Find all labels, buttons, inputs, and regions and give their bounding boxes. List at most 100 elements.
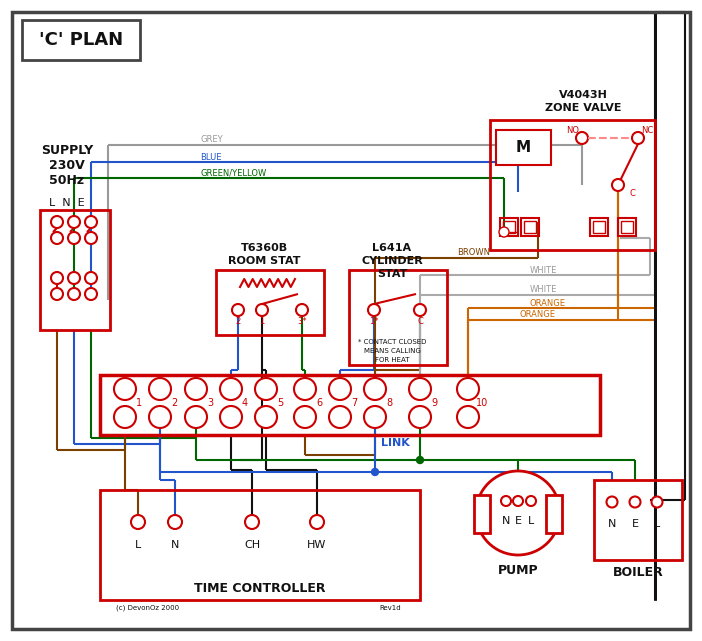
Bar (503, 221, 515, 233)
Circle shape (68, 232, 80, 244)
Text: V4043H: V4043H (559, 90, 607, 100)
Circle shape (114, 406, 136, 428)
Circle shape (185, 378, 207, 400)
Text: ROOM STAT: ROOM STAT (227, 256, 300, 266)
Bar (546, 495, 562, 533)
Circle shape (513, 496, 523, 506)
Text: 9: 9 (431, 398, 437, 408)
Circle shape (168, 515, 182, 529)
Text: 3*: 3* (297, 317, 307, 326)
Bar (521, 218, 539, 236)
Text: 50Hz: 50Hz (49, 174, 84, 187)
Circle shape (409, 378, 431, 400)
Text: ZONE VALVE: ZONE VALVE (545, 103, 621, 113)
Text: M: M (515, 140, 531, 154)
Bar (496, 130, 551, 165)
Text: 5: 5 (277, 398, 283, 408)
Text: SUPPLY: SUPPLY (41, 144, 93, 156)
Circle shape (364, 378, 386, 400)
Text: WHITE: WHITE (530, 265, 557, 274)
Circle shape (329, 378, 351, 400)
Circle shape (501, 496, 511, 506)
Circle shape (368, 304, 380, 316)
Circle shape (576, 132, 588, 144)
Text: BROWN: BROWN (457, 247, 490, 256)
Circle shape (232, 304, 244, 316)
Circle shape (632, 132, 644, 144)
Text: NC: NC (641, 126, 653, 135)
Circle shape (245, 515, 259, 529)
Circle shape (149, 378, 171, 400)
Bar (490, 120, 655, 250)
Circle shape (85, 216, 97, 228)
Circle shape (409, 406, 431, 428)
Text: TIME CONTROLLER: TIME CONTROLLER (194, 581, 326, 594)
Text: E: E (515, 516, 522, 526)
Text: 3: 3 (207, 398, 213, 408)
Text: N: N (171, 540, 179, 550)
Bar (100, 375, 600, 435)
Circle shape (294, 406, 316, 428)
Bar (474, 495, 490, 533)
Text: N: N (608, 519, 616, 529)
Text: 4: 4 (242, 398, 248, 408)
Circle shape (476, 471, 560, 555)
Text: N: N (502, 516, 510, 526)
Bar (500, 218, 518, 236)
Text: E: E (632, 519, 639, 529)
Bar (593, 221, 605, 233)
Circle shape (220, 406, 242, 428)
Circle shape (51, 232, 63, 244)
Circle shape (85, 272, 97, 284)
Circle shape (329, 406, 351, 428)
Text: 2: 2 (235, 317, 241, 326)
Text: LINK: LINK (380, 438, 409, 448)
Circle shape (255, 406, 277, 428)
Bar (40, 210, 110, 330)
Circle shape (499, 227, 509, 237)
Text: Rev1d: Rev1d (379, 605, 401, 611)
Text: L: L (135, 540, 141, 550)
Text: 7: 7 (351, 398, 357, 408)
Circle shape (310, 515, 324, 529)
Circle shape (651, 497, 663, 508)
Circle shape (364, 406, 386, 428)
Bar (618, 218, 636, 236)
Circle shape (256, 304, 268, 316)
Text: C: C (417, 317, 423, 326)
Text: (c) DevonOz 2000: (c) DevonOz 2000 (117, 604, 180, 612)
Circle shape (85, 232, 97, 244)
Text: 1*: 1* (369, 317, 379, 326)
Text: 10: 10 (476, 398, 488, 408)
Circle shape (131, 515, 145, 529)
Text: L: L (654, 519, 660, 529)
Circle shape (51, 272, 63, 284)
Bar (621, 221, 633, 233)
Circle shape (68, 288, 80, 300)
Text: 1: 1 (136, 398, 142, 408)
Circle shape (220, 378, 242, 400)
Circle shape (51, 216, 63, 228)
Text: ORANGE: ORANGE (520, 310, 556, 319)
Bar (216, 270, 324, 335)
Text: * CONTACT CLOSED: * CONTACT CLOSED (358, 339, 426, 345)
Text: T6360B: T6360B (241, 243, 288, 253)
Text: HW: HW (307, 540, 326, 550)
Text: WHITE: WHITE (530, 285, 557, 294)
Text: CYLINDER: CYLINDER (361, 256, 423, 266)
Circle shape (457, 406, 479, 428)
Circle shape (607, 497, 618, 508)
Text: 230V: 230V (49, 158, 85, 172)
Text: L641A: L641A (373, 243, 411, 253)
Circle shape (296, 304, 308, 316)
Text: 'C' PLAN: 'C' PLAN (39, 31, 123, 49)
Text: L: L (528, 516, 534, 526)
Circle shape (371, 469, 378, 476)
Text: BLUE: BLUE (200, 153, 222, 162)
Text: GREY: GREY (200, 135, 223, 144)
Bar (524, 221, 536, 233)
Bar (349, 270, 447, 365)
Text: C: C (629, 188, 635, 197)
Text: NO: NO (567, 126, 579, 135)
Circle shape (185, 406, 207, 428)
